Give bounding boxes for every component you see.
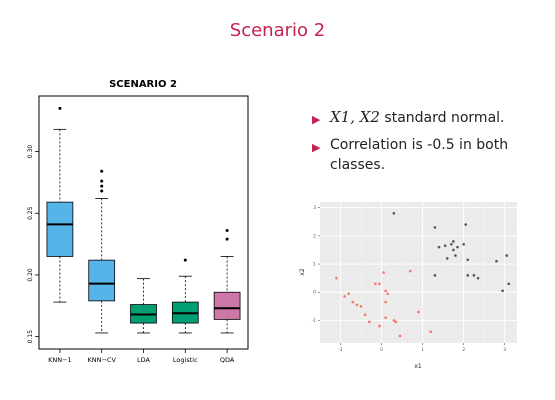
bullet-text: standard normal. [379, 110, 505, 126]
scatter-xtick-label: -1 [338, 347, 343, 353]
box-ytick-label: 0.20 [27, 268, 34, 282]
scatter-xtick-label: 0 [380, 347, 383, 353]
scatter-point [466, 258, 470, 262]
bullet-arrow-icon: ▶ [312, 141, 321, 154]
box-rect [213, 291, 241, 320]
box-outlier [100, 179, 104, 183]
box-2 [88, 169, 116, 334]
scatter-point [429, 330, 433, 334]
scatter-xtick-label: 1 [421, 347, 424, 353]
scatter-point [454, 254, 457, 257]
scatter-point [367, 320, 371, 324]
scatter-ytick-label: 1 [313, 262, 316, 268]
scatter-point [462, 243, 465, 246]
box-ytick-label: 0.30 [27, 145, 34, 159]
scatter-point [359, 305, 363, 308]
scatter-point [355, 303, 359, 307]
bullet-text: Correlation is -0.5 in both classes. [330, 137, 509, 173]
box-xtick-label: KNN−1 [48, 356, 72, 364]
scatter-ytick-label: 3 [313, 205, 316, 211]
scatter-point [433, 226, 437, 229]
slide-title: Scenario 2 [229, 20, 326, 41]
scatter-point [437, 245, 441, 249]
scatter-point [384, 289, 387, 293]
box-xtick-label: KNN−CV [87, 356, 116, 364]
scatter-point [452, 248, 455, 252]
scatter-point [347, 292, 351, 295]
scatter-ytick-label: 2 [313, 233, 316, 239]
box-outlier [225, 237, 229, 241]
scatter-ylabel: x2 [299, 268, 306, 276]
box-outlier [58, 106, 62, 110]
scatter-point [501, 289, 504, 293]
scatter-point [392, 319, 396, 322]
scatter-point [398, 334, 402, 338]
scatter-point [343, 295, 346, 298]
scatter-point [408, 269, 412, 273]
scatter-point [466, 274, 470, 277]
scatter-point [452, 240, 455, 243]
scatter-ytick-label: -1 [312, 318, 317, 324]
scatter-point [450, 243, 453, 246]
scatter-xtick-label: 3 [503, 347, 506, 353]
scatter-point [384, 316, 387, 319]
scatter-point [472, 274, 476, 277]
scatter-point [464, 223, 467, 226]
box-outlier [225, 229, 229, 233]
box-xtick-label: QDA [220, 356, 235, 364]
box-xtick-label: LDA [137, 356, 151, 364]
scatter-point [374, 282, 377, 286]
box-outlier [100, 169, 104, 173]
box-ytick-label: 0.25 [27, 206, 34, 220]
scatter-point [433, 274, 437, 277]
box-outlier [183, 258, 187, 262]
scatter-point [335, 276, 338, 280]
box-1 [46, 106, 74, 303]
scatter-point [384, 300, 387, 304]
scatter-point [417, 310, 420, 314]
scatter-panel [320, 202, 517, 343]
box-rect [88, 259, 116, 302]
boxplot-title: SCENARIO 2 [109, 79, 177, 90]
scatter-xlabel: x1 [414, 363, 422, 370]
box-ytick-label: 0.15 [27, 330, 34, 344]
scatter-point [382, 271, 385, 274]
scatter-point [443, 244, 447, 248]
scatter-point [507, 282, 511, 286]
box-5 [213, 229, 241, 334]
box-outlier [100, 189, 104, 193]
bullet-item: ▶ X1, X2 standard normal. [306, 107, 551, 128]
scatter-point [505, 254, 509, 257]
scatter-point [378, 324, 381, 328]
scatter-point [476, 276, 480, 280]
box-4 [171, 258, 199, 334]
bullet-math: X1, X2 [330, 108, 380, 126]
bullet-item: ▶ Correlation is -0.5 in both classes. [306, 135, 551, 175]
bullet-arrow-icon: ▶ [312, 113, 321, 126]
scatter-ytick-label: 0 [313, 290, 316, 296]
scatter-point [394, 320, 398, 324]
bullet-list: ▶ X1, X2 standard normal. ▶ Correlation … [306, 107, 551, 182]
scatter-point [378, 282, 381, 286]
scatter-point [351, 300, 355, 304]
scatter-point [495, 259, 498, 263]
box-3 [130, 278, 157, 334]
scatter-point [386, 292, 390, 295]
box-rect [46, 201, 74, 257]
scatter-xtick-label: 2 [462, 347, 465, 353]
box-outlier [100, 184, 104, 188]
box-xtick-label: Logistic [173, 356, 198, 364]
scatter-point [456, 245, 459, 249]
scatter-point [392, 211, 396, 215]
scatter-point [363, 313, 367, 317]
scatter-point [445, 257, 449, 260]
